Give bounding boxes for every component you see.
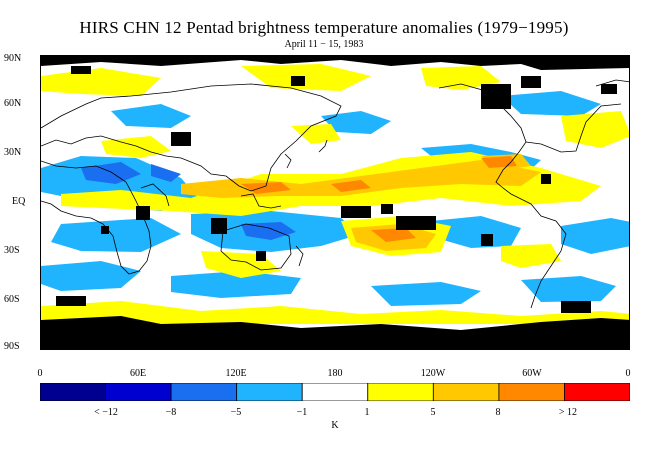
colorbar-swatch: [40, 383, 106, 401]
colorbar-label-8: 8: [495, 407, 501, 418]
strong-negative-anomaly-areas: [81, 162, 296, 240]
colorbar: [40, 383, 630, 401]
map-subtitle: April 11 − 15, 1983: [284, 39, 364, 50]
lon-label-0: 0: [37, 368, 43, 379]
colorbar-swatch: [301, 383, 369, 401]
lon-label-60w: 60W: [522, 368, 542, 379]
map-title: HIRS CHN 12 Pentad brightness temperatur…: [79, 18, 569, 37]
colorbar-swatch: [236, 383, 303, 401]
lon-label-0-end: 0: [625, 368, 631, 379]
lon-label-180: 180: [327, 368, 343, 379]
lat-label-90n: 90N: [4, 53, 22, 64]
colorbar-swatch: [432, 383, 500, 401]
lat-label-90s: 90S: [4, 341, 20, 352]
colorbar-swatch: [498, 383, 565, 401]
colorbar-swatch: [105, 383, 172, 401]
colorbar-label-lt-12: < −12: [94, 407, 118, 418]
colorbar-label-neg5: −5: [230, 407, 242, 418]
colorbar-swatch: [564, 383, 630, 401]
colorbar-unit: K: [331, 420, 339, 431]
lat-label-eq: EQ: [12, 196, 26, 207]
colorbar-label-5: 5: [430, 407, 436, 418]
anomaly-map: [40, 55, 630, 350]
colorbar-swatch: [170, 383, 238, 401]
missing-data-areas: [41, 56, 629, 349]
lat-label-30n: 30N: [4, 147, 22, 158]
colorbar-label-neg8: −8: [165, 407, 177, 418]
anomaly-field: [41, 56, 629, 349]
lon-label-120e: 120E: [225, 368, 247, 379]
lon-label-120w: 120W: [420, 368, 446, 379]
colorbar-label-neg1: −1: [296, 407, 308, 418]
lat-label-60n: 60N: [4, 98, 22, 109]
colorbar-label-1: 1: [364, 407, 370, 418]
continent-outlines: [41, 79, 629, 309]
lat-label-30s: 30S: [4, 245, 20, 256]
strong-positive-anomaly-areas: [241, 156, 517, 242]
lat-label-60s: 60S: [4, 294, 20, 305]
colorbar-swatch: [367, 383, 434, 401]
lon-label-60e: 60E: [129, 368, 147, 379]
colorbar-label-gt-12: > 12: [558, 407, 578, 418]
